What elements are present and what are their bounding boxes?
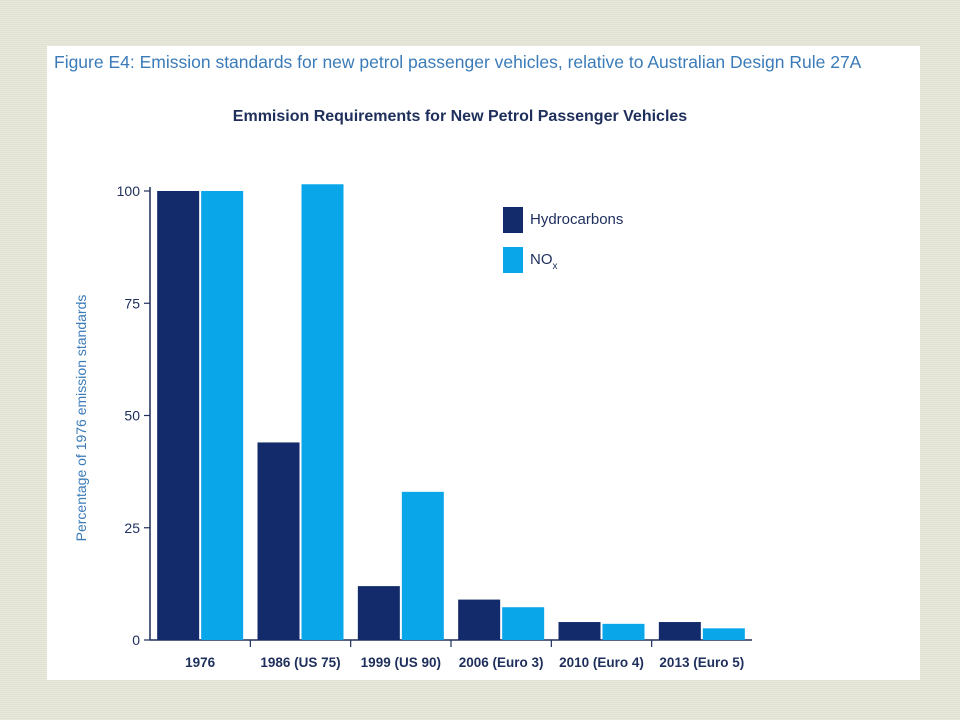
bar-hydrocarbons: Hydrocarbons: 12 [357,586,400,640]
bar-nox: NOx: 2.6 [702,628,745,640]
bar-hydrocarbons: Hydrocarbons: 4 [558,622,601,640]
category-label: 1986 (US 75) [260,655,340,670]
y-tick-label: 50 [124,408,140,424]
category-label: 2013 (Euro 5) [659,655,744,670]
bar-nox: NOx: 101.5 [301,184,344,640]
bar-nox: NOx: 33 [401,491,444,640]
y-tick-label: 75 [124,295,140,311]
y-tick-label: 0 [132,632,140,648]
category-labels: 1976 1986 (US 75) 1999 (US 90) 2006 (Euro 3… [185,640,744,670]
chart-bars: Hydrocarbons: 100NOx: 100 Hydrocarbons: 4… [157,184,745,640]
legend-swatch [503,207,523,233]
legend-label: NOx [530,251,558,272]
legend-swatch [503,247,523,273]
bar-hydrocarbons: Hydrocarbons: 9 [458,599,501,640]
bar-nox: NOx: 3.6 [602,623,645,640]
bar-hydrocarbons: Hydrocarbons: 44 [257,442,300,640]
bar-hydrocarbons: Hydrocarbons: 100 [157,191,200,640]
chart-title: Emmision Requirements for New Petrol Pas… [233,108,687,125]
bar-hydrocarbons: Hydrocarbons: 4 [658,622,701,640]
category-label: 1999 (US 90) [361,655,441,670]
category-label: 1976 [185,655,216,670]
legend-label: Hydrocarbons [530,211,623,228]
y-tick-label: 100 [117,183,141,199]
bar-nox: NOx: 100 [201,191,244,640]
category-label: 2010 (Euro 4) [559,655,644,670]
category-label: 2006 (Euro 3) [459,655,544,670]
chart-legend: Hydrocarbons NOx [503,207,623,273]
y-tick-label: 25 [124,520,140,536]
bar-nox: NOx: 7.3 [502,607,545,640]
figure-caption: Figure E4: Emission standards for new pe… [54,52,862,72]
y-axis-label: Percentage of 1976 emission standards [73,295,89,542]
